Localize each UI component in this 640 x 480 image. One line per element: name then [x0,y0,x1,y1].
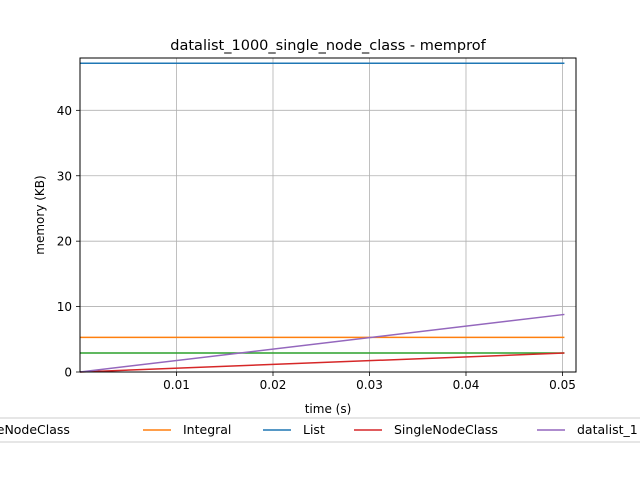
x-axis-label: time (s) [305,402,352,416]
y-axis-label: memory (KB) [33,175,47,254]
x-tick-label: 0.01 [163,378,190,392]
legend-frame [0,417,640,443]
x-axis: 0.01 0.02 0.03 0.04 0.05 [163,372,576,392]
x-tick-label: 0.03 [356,378,383,392]
y-tick-label: 0 [64,366,72,380]
y-tick-label: 20 [57,235,72,249]
legend-label: datalist_1 [577,422,638,437]
legend-label: BaseNodeClass [0,422,70,437]
legend: BaseNodeClass Integral List SingleNodeClass… [0,417,640,443]
y-tick-label: 10 [57,300,72,314]
x-tick-label: 0.05 [549,378,576,392]
chart-title: datalist_1000_single_node_class - mempro… [170,38,486,54]
series-line [79,352,565,373]
series-lines [79,62,565,373]
series-line [79,313,565,373]
y-tick-label: 30 [57,169,72,183]
y-axis: 0 10 20 30 40 [57,104,80,380]
legend-label: SingleNodeClass [394,422,498,437]
plot-frame [79,57,577,373]
x-tick-label: 0.04 [453,378,480,392]
y-tick-label: 40 [57,104,72,118]
legend-label: List [303,422,325,437]
legend-label: Integral [183,422,231,437]
x-tick-label: 0.02 [260,378,287,392]
